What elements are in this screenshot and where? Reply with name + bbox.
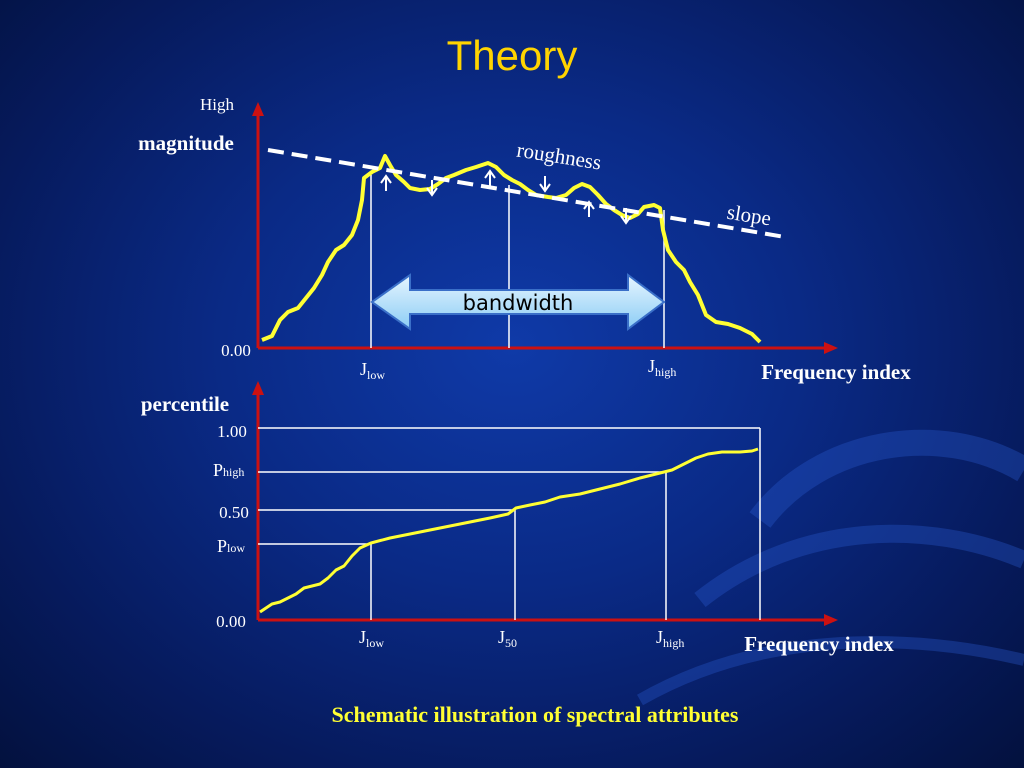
roughness-arrows — [380, 169, 632, 225]
bottom-x-axis-arrowhead — [824, 614, 838, 626]
roughness-arrow-down — [426, 180, 438, 197]
slide-title: Theory — [447, 32, 578, 79]
top-y-axis-arrowhead — [252, 102, 264, 116]
bottom-y-axis-arrowhead — [252, 381, 264, 395]
top-y-top-label: High — [200, 95, 235, 114]
top-jhigh-label: Jhigh — [648, 356, 676, 379]
tick-0-50: 0.50 — [219, 503, 249, 522]
slope-line — [267, 148, 786, 239]
roughness-arrow-down — [620, 208, 632, 225]
roughness-label: roughness — [515, 138, 603, 175]
roughness-arrow-down — [539, 176, 551, 193]
bandwidth-arrow — [370, 273, 666, 331]
top-x-axis-label: Frequency index — [761, 360, 911, 384]
top-x-axis-arrowhead — [824, 342, 838, 354]
bottom-x-axis-label: Frequency index — [744, 632, 894, 656]
magnitude-label: magnitude — [138, 131, 234, 155]
bottom-j50-label: J50 — [498, 627, 517, 650]
slide-caption: Schematic illustration of spectral attri… — [332, 702, 739, 727]
roughness-arrow-up — [583, 200, 595, 217]
bottom-jhigh-label: Jhigh — [656, 627, 684, 650]
background-swoosh — [637, 429, 1024, 706]
top-jlow-label: Jlow — [360, 359, 385, 382]
plow-label: Plow — [217, 536, 245, 556]
slope-label: slope — [725, 200, 773, 231]
tick-0-00: 0.00 — [216, 612, 246, 631]
bottom-chart: percentile 1.00 Phigh 0.50 Plow 0.00 Jlo… — [141, 381, 894, 656]
bandwidth-label: bandwidth — [463, 291, 574, 315]
roughness-arrow-up — [484, 169, 496, 186]
cumulative-curve — [259, 447, 759, 614]
bottom-jlow-label: Jlow — [359, 627, 384, 650]
top-y-zero-label: 0.00 — [221, 341, 251, 360]
phigh-label: Phigh — [213, 460, 244, 480]
roughness-arrow-up — [380, 174, 392, 191]
spectrum-curve — [261, 154, 762, 344]
tick-1-00: 1.00 — [217, 422, 247, 441]
percentile-label: percentile — [141, 392, 229, 416]
top-chart: bandwidth High magnitude 0.00 roughness … — [138, 95, 911, 384]
